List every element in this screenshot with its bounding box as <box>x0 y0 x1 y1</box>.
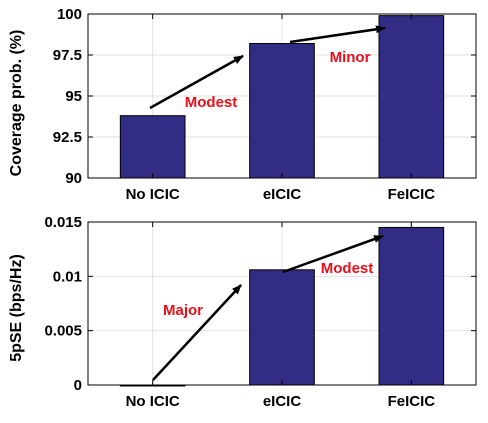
5pse-annotations: Major Modest <box>163 260 373 319</box>
5pse-y-axis-label: 5pSE (bps/Hz) <box>8 254 25 362</box>
coverage-bar-feicic <box>378 15 445 179</box>
coverage-x-ticks: No ICIC eICIC FeICIC <box>126 14 436 203</box>
coverage-annotation-label: Minor <box>330 49 371 66</box>
coverage-y-tick-label: 92.5 <box>53 129 82 146</box>
5pse-y-tick-label: 0 <box>74 377 82 394</box>
coverage-x-tick-label: FeICIC <box>388 186 436 203</box>
coverage-y-tick-label: 95 <box>65 88 82 105</box>
coverage-annotation-arrow <box>289 25 386 44</box>
coverage-bar-no-icic <box>119 115 186 179</box>
coverage-bars <box>119 15 445 179</box>
5pse-x-ticks: No ICIC eICIC FeICIC <box>126 222 436 410</box>
coverage-chart: 90 92.5 95 97.5 100 No ICIC eICIC FeICIC Modes… <box>8 6 477 203</box>
coverage-y-tick-label: 90 <box>65 170 82 187</box>
5pse-x-tick-label: FeICIC <box>388 393 436 410</box>
coverage-arrows <box>149 25 386 110</box>
coverage-annotation-arrow <box>149 54 244 110</box>
coverage-y-tick-label: 100 <box>57 6 82 23</box>
coverage-y-tick-label: 97.5 <box>53 47 82 64</box>
5pse-x-tick-label: eICIC <box>263 393 302 410</box>
5pse-y-ticks: 0 0.005 0.01 0.015 <box>44 214 476 394</box>
5pse-bar-feicic <box>378 226 445 386</box>
5pse-annotation-arrow <box>282 234 384 274</box>
coverage-bar-eicic <box>249 43 315 179</box>
coverage-x-tick-label: No ICIC <box>126 186 180 203</box>
coverage-y-ticks: 90 92.5 95 97.5 100 <box>53 6 476 187</box>
5pse-y-tick-label: 0.015 <box>44 214 82 231</box>
5pse-bar-eicic <box>249 269 315 386</box>
5pse-y-tick-label: 0.005 <box>44 323 82 340</box>
5pse-x-tick-label: No ICIC <box>126 393 180 410</box>
5pse-annotation-arrow <box>152 284 242 381</box>
5pse-chart: 0 0.005 0.01 0.015 No ICIC eICIC FeICIC Major… <box>8 214 477 410</box>
coverage-x-tick-label: eICIC <box>263 186 302 203</box>
5pse-y-tick-label: 0.01 <box>53 268 82 285</box>
coverage-annotations: Modest Minor <box>185 49 371 111</box>
coverage-y-axis-label: Coverage prob. (%) <box>8 30 25 177</box>
5pse-bars <box>119 226 445 387</box>
5pse-annotation-label: Major <box>163 302 203 319</box>
5pse-arrows <box>152 234 384 381</box>
coverage-annotation-label: Modest <box>185 94 238 111</box>
5pse-annotation-label: Modest <box>321 260 374 277</box>
